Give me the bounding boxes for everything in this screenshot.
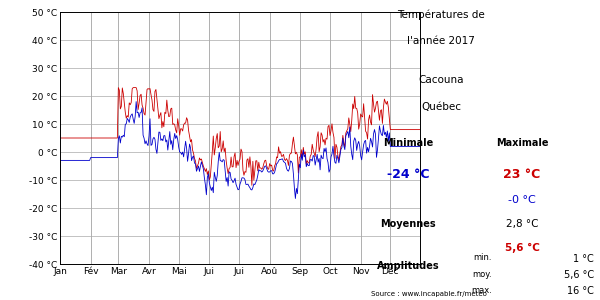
Text: min.: min. [473, 254, 492, 262]
Text: -24 °C: -24 °C [387, 168, 429, 181]
Text: Températures de: Températures de [397, 9, 485, 20]
Text: -0 °C: -0 °C [508, 195, 536, 205]
Text: Amplitudes: Amplitudes [377, 261, 439, 271]
Text: 23 °C: 23 °C [503, 168, 541, 181]
Text: Cacouna: Cacouna [418, 75, 464, 85]
Text: Moyennes: Moyennes [380, 219, 436, 229]
Text: moy.: moy. [472, 270, 492, 279]
Text: 5,6 °C: 5,6 °C [564, 270, 594, 280]
Text: Maximale: Maximale [496, 138, 548, 148]
Text: l'année 2017: l'année 2017 [407, 36, 475, 46]
Text: 5,6 °C: 5,6 °C [505, 243, 539, 253]
Text: Source : www.incapable.fr/meteo: Source : www.incapable.fr/meteo [371, 291, 487, 297]
Text: max.: max. [471, 286, 492, 295]
Text: 2,8 °C: 2,8 °C [506, 219, 538, 229]
Text: 16 °C: 16 °C [567, 286, 594, 296]
Text: Québec: Québec [421, 102, 461, 112]
Text: Minimale: Minimale [383, 138, 433, 148]
Text: 1 °C: 1 °C [573, 254, 594, 263]
